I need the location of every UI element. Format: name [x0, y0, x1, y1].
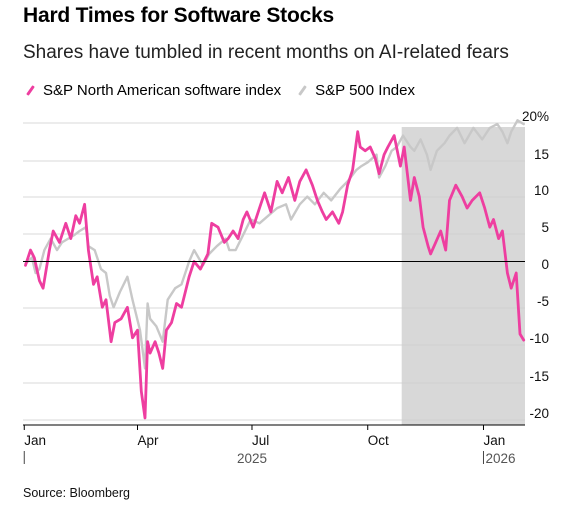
y-tick-label: 5: [541, 220, 549, 235]
y-tick-label: -15: [529, 369, 549, 384]
year-label: 2025: [237, 451, 267, 466]
y-tick-label: 10: [534, 183, 549, 198]
x-tick-label: Oct: [368, 433, 389, 448]
chart-title: Hard Times for Software Stocks: [23, 4, 335, 27]
legend-label-sp500: S&P 500 Index: [315, 82, 415, 99]
legend-item-sp500: S&P 500 Index: [295, 82, 415, 99]
chart-subtitle: Shares have tumbled in recent months on …: [23, 42, 509, 63]
y-tick-label: 15: [534, 147, 549, 162]
legend-item-software: S&P North American software index: [23, 82, 281, 99]
x-tick-label: Jan: [24, 433, 46, 448]
year-label: 2026: [485, 451, 515, 466]
y-tick-label: -10: [529, 331, 549, 346]
y-tick-label: -5: [537, 294, 549, 309]
source-note: Source: Bloomberg: [23, 486, 131, 500]
y-tick-label: 0: [541, 257, 549, 272]
y-tick-label: 20%: [522, 109, 549, 124]
legend-label-software: S&P North American software index: [43, 82, 282, 99]
x-tick-label: Apr: [137, 433, 159, 448]
shaded-period: [401, 127, 525, 425]
x-tick-label: Jan: [483, 433, 505, 448]
x-tick-label: Jul: [252, 433, 269, 448]
series-line-software: [24, 130, 526, 420]
y-tick-label: -20: [529, 406, 549, 421]
chart-legend: S&P North American software index S&P 50…: [23, 82, 429, 99]
